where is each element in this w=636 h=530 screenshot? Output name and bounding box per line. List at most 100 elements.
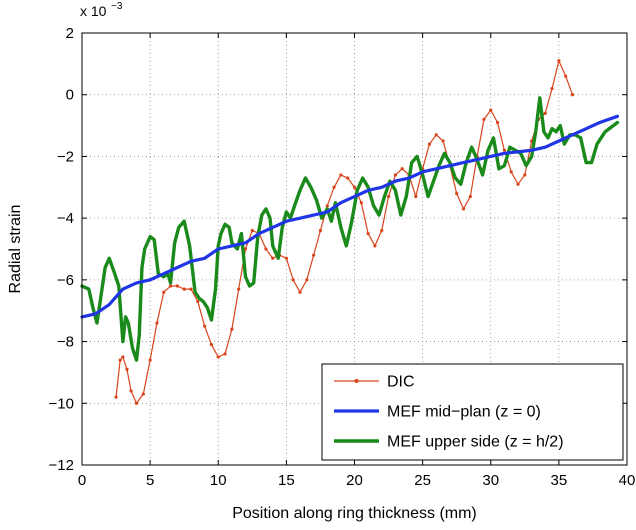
dic-data-point <box>141 392 145 396</box>
dic-data-point <box>502 148 506 152</box>
x-tick-label: 0 <box>78 472 86 489</box>
dic-data-point <box>400 167 404 171</box>
dic-data-point <box>118 358 122 362</box>
dic-data-point <box>325 204 329 208</box>
y-multiplier-exponent: −3 <box>111 1 123 12</box>
dic-data-point <box>264 247 268 251</box>
dic-data-point <box>380 228 384 233</box>
dic-data-point <box>564 74 568 78</box>
dic-data-point <box>414 194 418 199</box>
dic-data-point <box>339 173 343 177</box>
y-tick-label: −4 <box>57 210 74 227</box>
dic-data-point <box>352 185 357 189</box>
dic-data-point <box>359 201 363 205</box>
series-line <box>80 96 620 362</box>
grid-layer <box>82 33 627 465</box>
x-axis-label: Position along ring thickness (mm) <box>232 505 477 522</box>
y-axis-label: Radial strain <box>7 205 24 294</box>
dic-data-point <box>482 117 486 121</box>
dic-data-point <box>250 228 254 233</box>
dic-data-point <box>366 231 370 236</box>
dic-data-point <box>129 389 133 393</box>
legend: DIC MEF mid−plan (z = 0) MEF upper side (z… <box>321 363 624 461</box>
dic-data-point <box>386 194 391 199</box>
x-tick-label: 5 <box>146 472 154 489</box>
ticks-layer: 0 5 10 15 20 25 30 35 40 −12 −10 −8 −6 −4 −2 0 2 <box>49 25 636 489</box>
series-line <box>115 60 574 404</box>
dic-data-point <box>271 256 275 260</box>
dic-data-point <box>550 86 554 91</box>
dic-data-point <box>148 358 152 362</box>
dic-data-point <box>305 278 309 282</box>
series-1 <box>80 114 620 319</box>
x-tick-label: 30 <box>482 472 499 489</box>
dic-data-point <box>516 182 520 186</box>
series-layer <box>80 59 620 405</box>
series-line <box>80 114 620 319</box>
dic-data-point <box>489 108 493 112</box>
dic-data-point <box>209 343 214 347</box>
dic-data-point <box>495 120 500 125</box>
dic-data-point <box>373 244 377 248</box>
series-2 <box>80 96 620 362</box>
x-tick-label: 15 <box>278 472 295 489</box>
dic-data-point <box>543 111 547 115</box>
dic-data-point <box>114 395 118 399</box>
y-tick-label: 2 <box>66 25 74 42</box>
dic-data-point <box>230 327 234 331</box>
dic-data-point <box>441 139 445 143</box>
dic-data-point <box>346 176 350 180</box>
dic-data-point <box>291 278 295 282</box>
dic-data-point <box>427 142 432 146</box>
legend-label: DIC <box>387 374 415 391</box>
dic-data-point <box>455 191 459 196</box>
dic-data-point <box>134 401 139 405</box>
x-tick-label: 35 <box>551 472 568 489</box>
y-multiplier-base: x 10 <box>80 3 107 19</box>
dic-data-point <box>125 367 129 371</box>
dic-data-point <box>523 173 527 177</box>
dic-data-point <box>318 228 323 233</box>
series-0 <box>114 59 575 405</box>
dic-data-point <box>298 290 302 294</box>
dic-data-point <box>332 185 336 189</box>
y-tick-label: −10 <box>49 395 74 412</box>
x-tick-label: 20 <box>346 472 363 489</box>
y-tick-label: −6 <box>57 272 74 289</box>
y-tick-label: 0 <box>66 87 74 104</box>
dic-data-point <box>243 247 248 251</box>
legend-label: MEF mid−plan (z = 0) <box>387 404 541 421</box>
legend-label: MEF upper side (z = h/2) <box>387 434 564 451</box>
legend-item: MEF upper side (z = h/2) <box>334 434 564 451</box>
dic-data-point <box>468 194 472 199</box>
y-tick-label: −12 <box>49 457 74 474</box>
dic-data-point <box>284 256 288 260</box>
dic-data-point <box>216 355 220 359</box>
dic-data-point <box>203 324 207 328</box>
dic-data-point <box>223 352 227 356</box>
dic-data-point <box>175 284 179 288</box>
x-tick-label: 40 <box>619 472 636 489</box>
dic-data-point <box>312 253 316 257</box>
dic-data-point <box>121 355 125 359</box>
dic-data-point <box>461 207 466 211</box>
y-tick-label: −2 <box>57 148 74 165</box>
dic-data-point <box>237 287 241 291</box>
legend-marker <box>354 379 359 383</box>
dic-data-point <box>557 59 561 63</box>
dic-data-point <box>393 173 397 177</box>
y-tick-label: −8 <box>57 334 74 351</box>
dic-data-point <box>196 299 200 304</box>
dic-data-point <box>434 133 438 137</box>
dic-data-point <box>168 284 173 288</box>
dic-data-point <box>182 287 186 291</box>
dic-data-point <box>155 321 159 325</box>
dic-data-point <box>189 287 193 291</box>
dic-data-point <box>162 290 166 294</box>
legend-item: MEF mid−plan (z = 0) <box>334 404 541 421</box>
dic-data-point <box>570 93 575 97</box>
dic-data-point <box>509 170 513 174</box>
legend-item: DIC <box>334 374 415 391</box>
